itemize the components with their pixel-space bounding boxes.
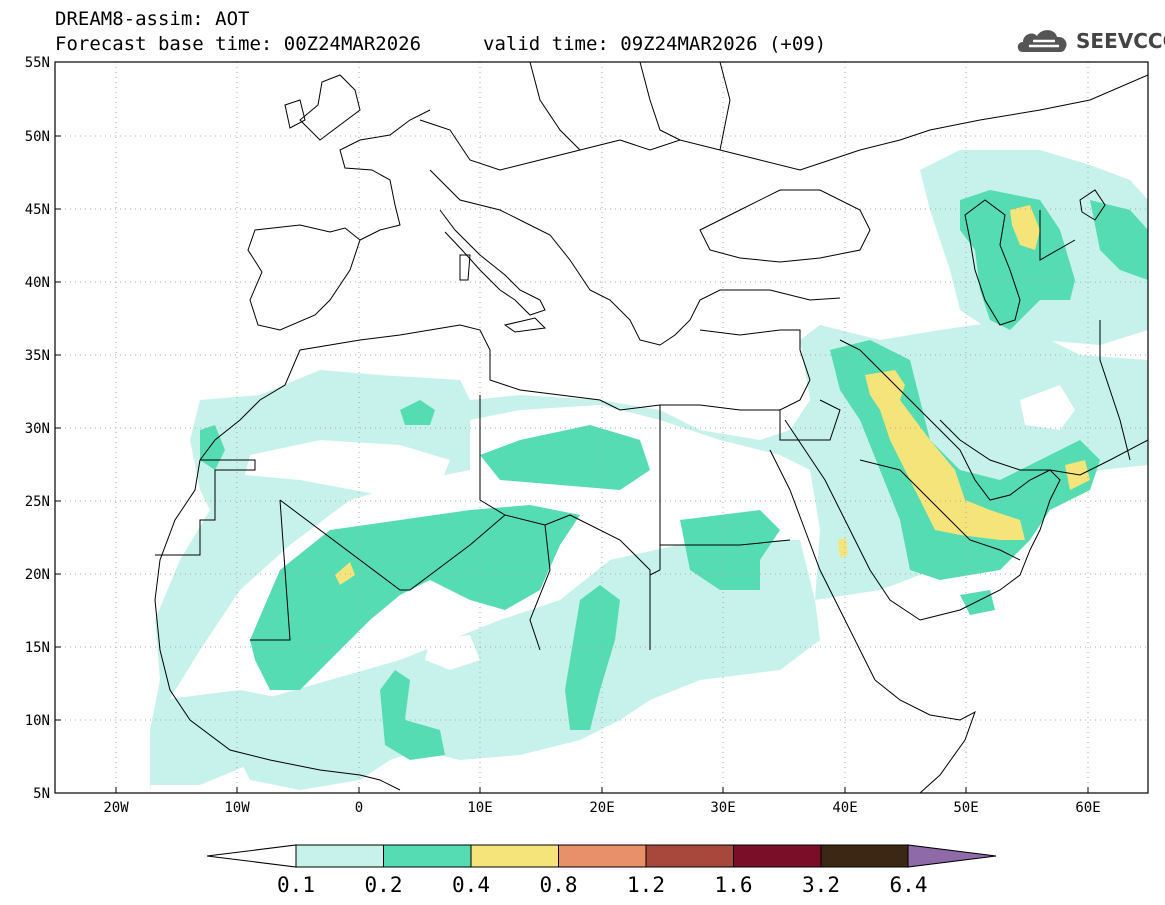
colorbar-cell xyxy=(295,844,384,868)
colorbar-cell xyxy=(733,844,822,868)
lat-label: 10N xyxy=(25,713,50,729)
lat-label: 45N xyxy=(25,202,50,218)
valid-time: valid time: 09Z24MAR2026 (+09) xyxy=(483,33,827,55)
lon-label: 30E xyxy=(710,800,735,816)
colorbar-cell xyxy=(558,844,647,868)
colorbar: 0.1 0.2 0.4 0.8 1.2 1.6 3.2 6.4 xyxy=(206,844,997,897)
aot-level-0.4 xyxy=(335,205,1090,585)
lon-label: 40E xyxy=(832,800,857,816)
colorbar-label: 3.2 xyxy=(802,873,840,897)
lon-label: 50E xyxy=(953,800,978,816)
lon-label: 60E xyxy=(1075,800,1100,816)
colorbar-low-arrow xyxy=(206,844,297,868)
colorbar-label: 1.2 xyxy=(627,873,665,897)
lat-label: 50N xyxy=(25,129,50,145)
lon-label: 10W xyxy=(224,800,250,816)
colorbar-label: 6.4 xyxy=(890,873,928,897)
lat-label: 5N xyxy=(33,786,50,802)
latitude-axis: 55N 50N 45N 40N 35N 30N 25N 20N 15N 10N … xyxy=(25,55,50,802)
lat-label: 35N xyxy=(25,348,50,364)
lon-label: 20E xyxy=(589,800,614,816)
colorbar-label: 0.4 xyxy=(452,873,490,897)
lat-label: 40N xyxy=(25,275,50,291)
colorbar-cell xyxy=(383,844,472,868)
forecast-times: Forecast base time: 00Z24MAR2026 valid ti… xyxy=(55,33,826,55)
lon-label: 10E xyxy=(467,800,492,816)
colorbar-cell xyxy=(820,844,909,868)
colorbar-label: 0.1 xyxy=(277,873,315,897)
cloud-icon xyxy=(1017,30,1067,52)
colorbar-label: 1.6 xyxy=(715,873,753,897)
axis-ticks xyxy=(55,135,1089,793)
graticule xyxy=(55,62,1148,793)
map-title: DREAM8-assim: AOT xyxy=(55,8,250,30)
lat-label: 15N xyxy=(25,640,50,656)
lat-label: 55N xyxy=(25,55,50,71)
aot-shading xyxy=(150,150,1148,790)
colorbar-cell xyxy=(470,844,559,868)
lon-label: 20W xyxy=(103,800,129,816)
logo-text: SEEVCCC xyxy=(1076,29,1165,53)
colorbar-high-arrow xyxy=(907,844,997,868)
colorbar-cell xyxy=(645,844,734,868)
base-time: Forecast base time: 00Z24MAR2026 xyxy=(55,33,422,55)
longitude-axis: 20W 10W 0 10E 20E 30E 40E 50E 60E xyxy=(103,800,1100,816)
lat-label: 25N xyxy=(25,494,50,510)
coastlines-and-borders xyxy=(154,62,1148,793)
lon-label: 0 xyxy=(355,800,363,816)
lat-label: 30N xyxy=(25,421,50,437)
seevccc-logo: SEEVCCC xyxy=(1015,24,1165,58)
colorbar-label: 0.2 xyxy=(365,873,403,897)
colorbar-label: 0.8 xyxy=(540,873,578,897)
lat-label: 20N xyxy=(25,567,50,583)
